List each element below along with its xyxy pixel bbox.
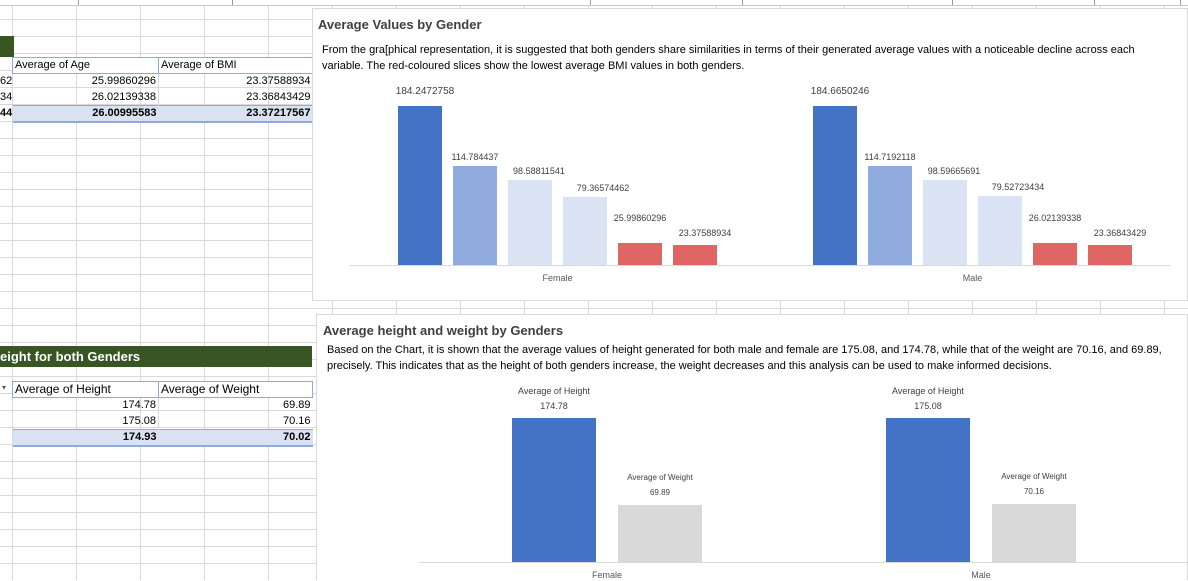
x-tick-label: Female [591,570,623,580]
bar-male-series-4 [978,196,1022,265]
total-cell[interactable]: 26.00995583 [12,105,159,123]
total-cell[interactable]: 23.37217567 [158,105,313,123]
data-label: 69.89 [649,487,671,497]
bar-male-series-5 [1033,242,1077,265]
chart-description: Based on the Chart, it is shown that the… [327,344,1162,372]
pivot-title-height-weight[interactable]: eight for both Genders [0,346,312,367]
cell-stub[interactable]: 62 [0,75,13,87]
pivot-table-height-weight: Average of Height Average of Weight 174.… [12,381,313,447]
column-divider [952,0,953,5]
data-label: 23.37588934 [678,227,732,238]
chart-title: Average Values by Gender [318,17,482,32]
header-average-of-weight[interactable]: Average of Weight [158,381,313,398]
table-cell[interactable]: 70.16 [282,414,311,427]
bar-male-series-1 [813,105,857,265]
data-label: 25.99860296 [613,212,667,223]
chart-panel-height-weight[interactable]: Average height and weight by Genders Bas… [316,314,1188,580]
bar-male-height [886,418,970,562]
data-label: 114.784437 [451,151,499,162]
bar-female-series-6 [673,244,717,265]
bar-female-series-1 [398,106,442,265]
data-label: 184.6650246 [810,85,870,97]
data-label: 184.2472758 [395,86,455,97]
bar-female-weight [618,504,702,562]
total-cell[interactable]: 70.02 [158,429,313,447]
bar-male-series-2 [868,166,912,265]
data-label: 174.78 [540,401,568,412]
data-label-series-name: Average of Weight [627,472,693,482]
x-tick-label: Female [542,273,573,283]
table-cell[interactable]: 175.08 [12,413,159,430]
data-label: 79.52723434 [991,182,1045,193]
x-axis-line [419,562,1188,563]
chart-plot-area: 184.2472758 114.784437 98.58811541 79.36574… [313,9,1188,302]
table-cell[interactable]: 69.89 [282,399,311,412]
bar-female-height [512,418,596,562]
column-divider [742,0,743,5]
data-label: 175.08 [914,401,942,411]
bar-male-series-3 [923,179,967,265]
table-cell[interactable]: 174.78 [12,397,159,414]
cell-stub[interactable]: 34 [0,91,13,103]
data-label-series-name: Average of Height [892,386,964,396]
data-label-series-name: Average of Weight [1001,472,1067,482]
table-cell[interactable]: 25.99860296 [12,73,159,90]
data-label: 26.02139338 [1028,212,1082,223]
table-cell[interactable]: 23.36843429 [246,90,311,103]
bar-female-series-5 [618,242,662,265]
cell-stub[interactable]: 44 [0,107,13,119]
table-cell[interactable]: 26.02139338 [12,89,159,106]
x-axis-line [350,265,1170,266]
bar-female-series-4 [563,196,607,265]
chart-panel-average-values[interactable]: Average Values by Gender From the gra[ph… [312,8,1188,301]
bar-male-series-6 [1088,244,1132,265]
data-label: 70.16 [1023,487,1045,497]
data-label-series-name: Average of Height [518,386,590,397]
bar-female-series-3 [508,179,552,265]
pivot-title-fragment [0,36,14,57]
bar-female-series-2 [453,165,497,265]
total-cell[interactable]: 174.93 [12,429,159,447]
chart-title: Average height and weight by Genders [323,323,564,338]
header-average-of-age[interactable]: Average of Age [12,57,159,74]
data-label: 98.59665691 [927,165,981,176]
chart-description: From the gra[phical representation, it i… [322,44,1135,72]
x-tick-label: Male [971,570,991,580]
pivot-table-age-bmi: Average of Age Average of BMI 25.9986029… [12,57,313,123]
column-divider [232,0,233,5]
data-label: 23.36843429 [1093,227,1147,238]
x-tick-label: Male [962,273,983,283]
header-average-of-bmi[interactable]: Average of BMI [158,57,313,74]
column-divider [1180,0,1181,5]
column-divider [78,0,79,5]
column-divider [1094,0,1095,5]
chart-plot-area: Average of Height 174.78 Average of Weight… [317,315,1188,581]
header-average-of-height[interactable]: Average of Height [12,381,159,398]
table-cell[interactable]: 23.37588934 [246,75,311,88]
bar-male-weight [992,504,1076,562]
dropdown-arrow-icon[interactable]: ▾ [2,383,7,392]
data-label: 79.36574462 [576,182,630,193]
column-header-strip [0,0,1188,6]
data-label: 114.7192118 [864,152,916,162]
data-label: 98.58811541 [513,165,565,176]
column-divider [590,0,591,5]
